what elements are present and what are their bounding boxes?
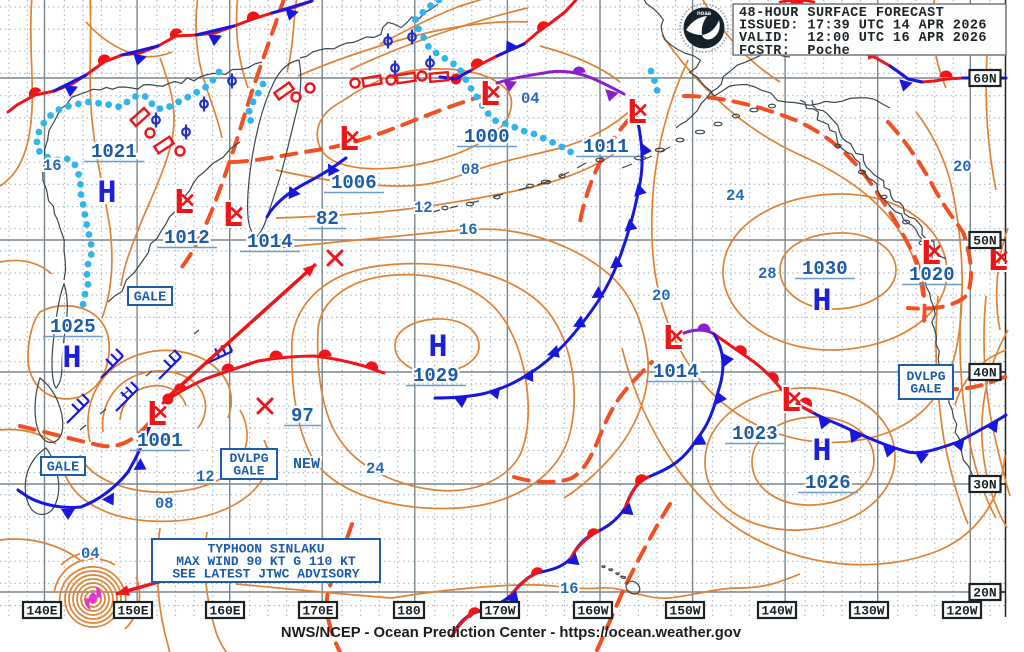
svg-text:H: H xyxy=(812,433,831,470)
svg-text:1029: 1029 xyxy=(413,365,459,387)
svg-text:1014: 1014 xyxy=(247,231,293,253)
svg-text:20: 20 xyxy=(652,287,671,305)
svg-text:82: 82 xyxy=(316,208,339,230)
svg-text:120W: 120W xyxy=(946,604,977,619)
svg-text:24: 24 xyxy=(726,187,745,205)
svg-text:08: 08 xyxy=(155,495,174,513)
svg-text:150E: 150E xyxy=(117,604,148,619)
svg-text:12: 12 xyxy=(196,468,215,486)
svg-text:NWS/NCEP - Ocean Prediction Ce: NWS/NCEP - Ocean Prediction Center - htt… xyxy=(281,625,742,641)
svg-text:50N: 50N xyxy=(973,234,996,249)
svg-text:H: H xyxy=(812,283,831,320)
svg-text:160E: 160E xyxy=(209,604,240,619)
svg-text:NEW: NEW xyxy=(293,456,320,473)
svg-text:1011: 1011 xyxy=(583,136,629,158)
svg-text:150W: 150W xyxy=(669,604,700,619)
svg-text:noaa: noaa xyxy=(697,11,712,17)
svg-text:28: 28 xyxy=(758,265,777,283)
svg-text:140E: 140E xyxy=(26,604,57,619)
svg-text:1025: 1025 xyxy=(50,316,96,338)
svg-text:16: 16 xyxy=(43,157,62,175)
svg-text:16: 16 xyxy=(459,221,478,239)
svg-text:48-HOUR SURFACE FORECAST: 48-HOUR SURFACE FORECAST xyxy=(739,6,944,21)
svg-text:170E: 170E xyxy=(302,604,333,619)
svg-text:08: 08 xyxy=(461,161,480,179)
svg-text:140W: 140W xyxy=(761,604,792,619)
svg-text:GALE: GALE xyxy=(47,461,79,476)
svg-text:97: 97 xyxy=(291,405,314,427)
svg-text:H: H xyxy=(62,340,81,377)
svg-text:1012: 1012 xyxy=(164,227,210,249)
svg-text:FCSTR: Poche: FCSTR: Poche xyxy=(739,44,850,59)
svg-text:130W: 130W xyxy=(853,604,884,619)
svg-text:1000: 1000 xyxy=(464,126,510,148)
svg-text:GALE: GALE xyxy=(134,291,166,306)
svg-text:TYPHOON SINLAKU: TYPHOON SINLAKU xyxy=(207,542,324,557)
svg-text:GALE: GALE xyxy=(910,382,941,397)
svg-text:GALE: GALE xyxy=(233,464,264,479)
svg-text:H: H xyxy=(428,329,447,366)
svg-text:20N: 20N xyxy=(973,586,996,601)
svg-text:VALID: 12:00 UTC 16 APR 2026: VALID: 12:00 UTC 16 APR 2026 xyxy=(739,31,987,46)
svg-text:180: 180 xyxy=(397,604,421,619)
svg-text:H: H xyxy=(97,175,116,212)
svg-text:1014: 1014 xyxy=(653,361,699,383)
svg-text:DVLPG: DVLPG xyxy=(906,369,945,384)
svg-text:30N: 30N xyxy=(973,478,996,493)
svg-text:MAX WIND 90 KT G 110 KT: MAX WIND 90 KT G 110 KT xyxy=(176,554,356,569)
svg-text:12: 12 xyxy=(414,199,433,217)
svg-text:24: 24 xyxy=(366,460,385,478)
svg-text:1021: 1021 xyxy=(91,141,137,163)
svg-text:60N: 60N xyxy=(973,72,996,87)
svg-text:1023: 1023 xyxy=(732,423,778,445)
svg-text:170W: 170W xyxy=(484,604,515,619)
svg-text:04: 04 xyxy=(81,545,100,563)
svg-text:04: 04 xyxy=(521,90,540,108)
svg-text:1026: 1026 xyxy=(805,472,851,494)
svg-text:DVLPG: DVLPG xyxy=(229,451,268,466)
svg-text:40N: 40N xyxy=(973,366,996,381)
svg-text:L: L xyxy=(173,183,195,224)
svg-text:16: 16 xyxy=(560,580,579,598)
svg-text:ISSUED: 17:39 UTC 14 APR 2026: ISSUED: 17:39 UTC 14 APR 2026 xyxy=(739,19,987,34)
svg-text:1030: 1030 xyxy=(802,258,848,280)
svg-text:20: 20 xyxy=(953,158,972,176)
svg-text:SEE LATEST JTWC ADVISORY: SEE LATEST JTWC ADVISORY xyxy=(172,566,359,581)
svg-text:160W: 160W xyxy=(577,604,608,619)
svg-text:1006: 1006 xyxy=(331,172,377,194)
